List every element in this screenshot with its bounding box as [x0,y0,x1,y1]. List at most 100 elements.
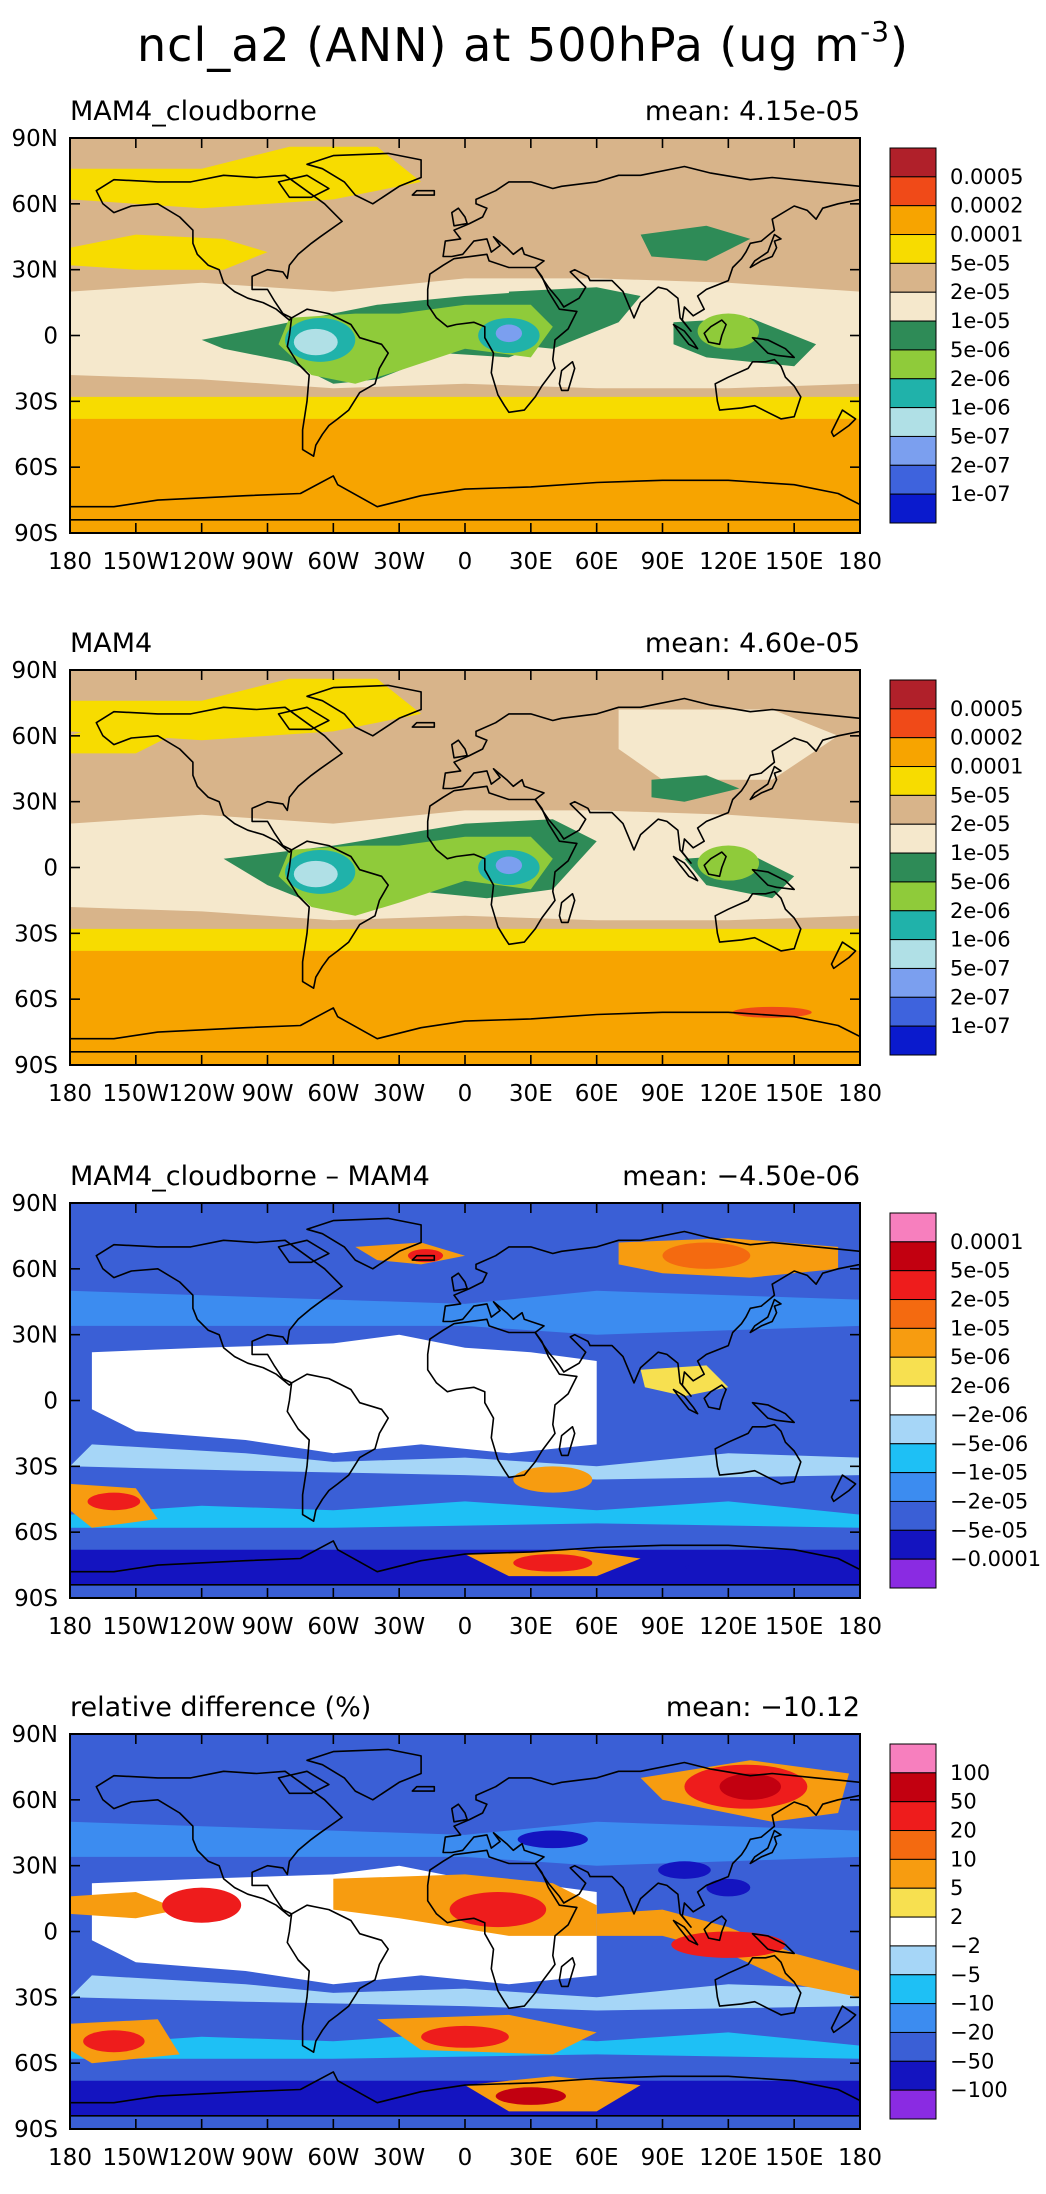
coastlines [70,1217,860,1586]
panel-mean: mean: 4.15e-05 [645,96,860,127]
colorbar-label: 2 [950,1905,963,1929]
colorbar-label: 0.0002 [950,194,1023,218]
y-tick-label: 30S [14,389,58,415]
colorbar-swatch [889,435,937,466]
colorbar-swatch [889,1743,937,1774]
coastline-madagascar [558,893,576,924]
colorbar-swatch [889,407,937,437]
colorbar-label: 50 [950,1790,977,1814]
colorbar-label: 2e-07 [950,985,1011,1009]
colorbar-swatch [889,996,937,1027]
field-contour [70,937,860,1065]
x-tick-label: 150W [103,1614,170,1640]
y-tick-label: 0 [43,1920,58,1946]
x-tick-label: 120W [168,1081,235,1107]
colorbar-swatch [889,766,937,796]
x-tick-label: 180 [838,549,882,575]
map-field [70,1734,860,2129]
coastline-baffin [277,1239,330,1264]
y-tick-label: 30S [14,1454,58,1480]
coastline-newguinea [751,336,795,359]
coastline-northamerica [95,1239,343,1386]
field-contour [596,1909,860,1998]
y-tick-label: 90S [14,2117,58,2143]
coastline-australia [714,1423,802,1485]
y-tick-label: 30S [14,1985,58,2011]
colorbar-label: 5e-07 [950,424,1011,448]
colorbar-swatch [889,1916,937,1947]
colorbar-swatch [889,910,937,941]
colorbar-swatch [889,1414,937,1445]
coastline-antarctica [70,1540,860,1586]
colorbar-label: −0.0001 [950,1547,1041,1571]
colorbar-swatch [889,1327,937,1358]
coastline-eurasia [442,1230,860,1397]
colorbar-label: −5e-05 [950,1518,1028,1542]
field-contour [293,860,338,888]
field-contour [70,234,268,270]
coastline-eurasia [442,165,860,332]
colorbar-swatch [889,1270,937,1301]
coastline-baffin [277,706,330,731]
figure-title: ncl_a2 (ANN) at 500hPa (ug m-3) [0,4,1046,73]
map-field [70,670,860,1065]
colorbar-swatch [889,2031,937,2062]
colorbar-swatch [889,794,937,825]
coastline-africa [426,253,578,414]
colorbar: 0.0005 0.0002 0.0001 5e-05 2e-05 1e-05 5e-06 2e… [889,147,1023,524]
coastline-greenland [306,684,422,737]
coastline-borneo [703,851,727,878]
field-contour [70,2080,860,2116]
field-contour [732,1006,812,1018]
colorbar-swatch [889,1830,937,1860]
x-tick-label: 150W [103,2145,170,2171]
colorbar-label: 0.0002 [950,726,1023,750]
x-tick-label: 180 [48,1081,92,1107]
y-tick-label: 90S [14,1586,58,1612]
x-tick-label: 150E [765,549,823,575]
x-tick-label: 0 [458,1081,473,1107]
coastline-newzealand [830,409,857,438]
coastline-iceland [411,1785,436,1792]
field-contour [495,324,523,343]
colorbar-label: −20 [950,2020,994,2044]
coastline-newguinea [751,1401,795,1424]
colorbar-label: 5e-06 [950,870,1011,894]
coastline-australia [714,358,802,420]
colorbar-swatch [889,1801,937,1832]
field-contour [651,775,740,802]
x-tick-label: 90E [641,2145,685,2171]
x-tick-label: 120E [699,549,757,575]
colorbar-swatch [889,881,937,912]
coastline-japan [749,765,782,801]
coastline-newzealand [830,1474,857,1503]
colorbar-label: 1e-07 [950,482,1011,506]
panel-mean: mean: −10.12 [666,1692,860,1723]
coastline-madagascar [558,1957,576,1988]
y-tick-label: 90N [12,1191,58,1217]
x-tick-label: 30E [509,549,553,575]
x-tick-label: 90E [641,1081,685,1107]
coastline-africa [426,1849,578,2010]
colorbar-swatch [889,1858,937,1889]
colorbar-label: 0.0005 [950,697,1023,721]
y-tick-label: 60N [12,1788,58,1814]
colorbar-swatch [889,320,937,351]
colorbar-label: 5e-06 [950,1345,1011,1369]
field-contour [662,1242,751,1269]
field-contour [658,1861,711,1879]
colorbar-label: 2e-05 [950,812,1011,836]
colorbar-label: 2e-05 [950,280,1011,304]
x-tick-label: 90W [241,1081,293,1107]
colorbar-swatch [889,1025,937,1056]
coastlines [70,684,860,1053]
coastline-madagascar [558,1426,576,1457]
coastline-sumatra [672,1388,699,1415]
y-tick-label: 90S [14,1053,58,1079]
x-tick-label: 150W [103,549,170,575]
colorbar-swatch [889,147,937,178]
coastline-baffin [277,1770,330,1795]
colorbar-swatch [889,679,937,710]
x-tick-label: 0 [458,1614,473,1640]
colorbar-label: −1e-05 [950,1461,1028,1485]
